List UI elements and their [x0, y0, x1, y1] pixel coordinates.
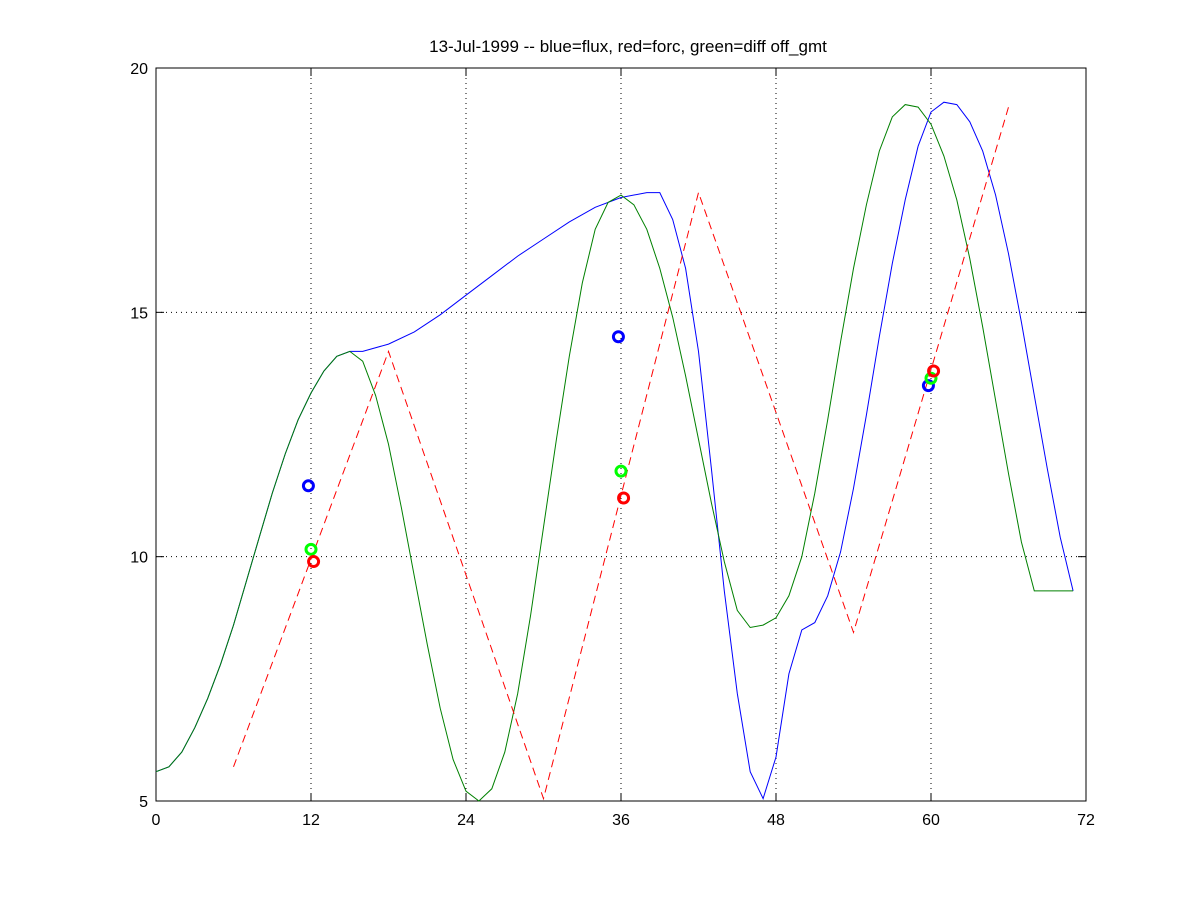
- x-tick-label: 12: [302, 812, 320, 829]
- x-tick-label: 24: [457, 812, 475, 829]
- y-tick-label: 10: [130, 550, 148, 567]
- data-point-marker: [301, 479, 315, 493]
- x-tick-label: 60: [922, 812, 940, 829]
- data-point-marker: [617, 491, 631, 505]
- data-point-marker: [611, 330, 625, 344]
- data-point-marker: [924, 371, 938, 385]
- data-point-marker: [927, 364, 941, 378]
- series-line-blue: [155, 101, 1074, 800]
- markers-group: [301, 330, 941, 569]
- y-tick-label: 5: [139, 794, 148, 811]
- x-tick-label: 72: [1077, 812, 1095, 829]
- y-tick-label: 20: [130, 61, 148, 78]
- series-line-green: [155, 104, 1074, 802]
- data-point-marker: [614, 464, 628, 478]
- axes-box: [155, 67, 1087, 802]
- data-point-marker: [921, 379, 935, 393]
- x-tick-label: 0: [152, 812, 161, 829]
- x-tick-label: 36: [612, 812, 630, 829]
- data-point-marker: [307, 555, 321, 569]
- y-tick-label: 15: [130, 305, 148, 322]
- data-point-marker: [304, 542, 318, 556]
- ticks: 0 12 24 36 48 60 72 5 10 15 20: [130, 61, 1095, 829]
- chart-title: 13-Jul-1999 -- blue=flux, red=forc, gree…: [429, 37, 827, 56]
- grid: [156, 68, 1086, 801]
- x-tick-label: 48: [767, 812, 785, 829]
- series-line-red-dashed: [233, 106, 1009, 801]
- series-group: [155, 101, 1074, 802]
